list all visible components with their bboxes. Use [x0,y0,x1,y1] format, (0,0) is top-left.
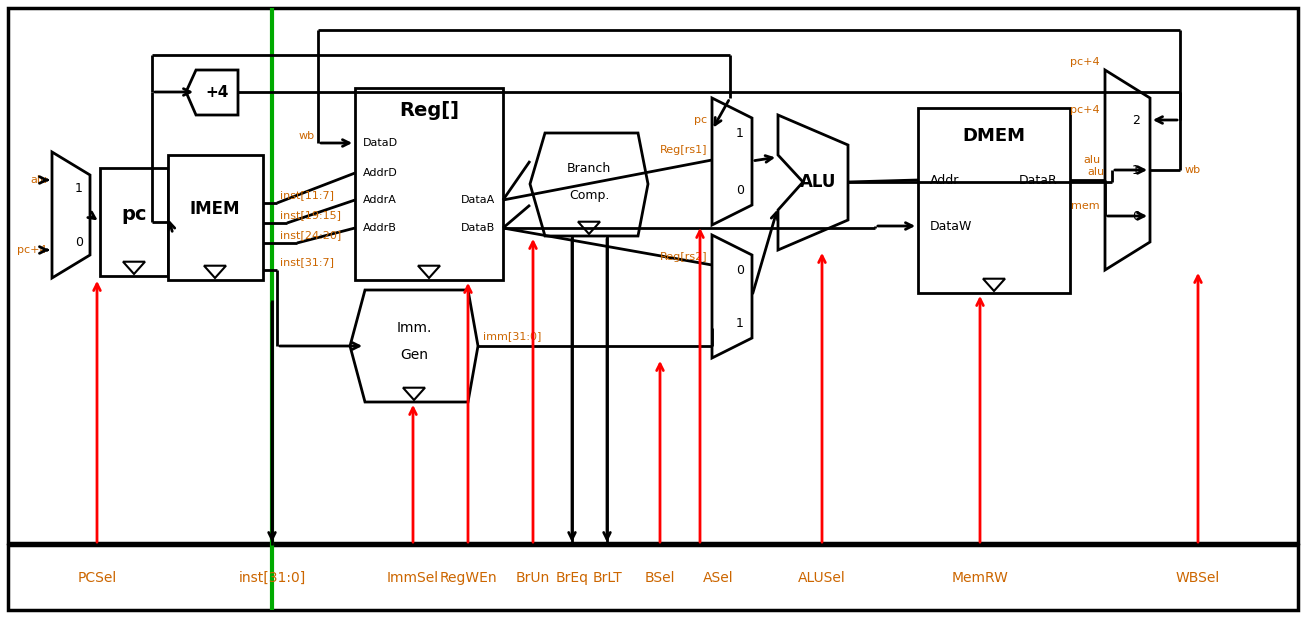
Text: Gen: Gen [401,348,428,362]
Text: imm[31:0]: imm[31:0] [483,331,542,341]
Text: pc+4: pc+4 [17,245,47,255]
Polygon shape [983,279,1005,291]
Bar [918,108,1069,293]
Text: alu: alu [1083,155,1100,165]
Text: BrLT: BrLT [592,571,622,585]
Text: RegWEn: RegWEn [440,571,497,585]
Text: AddrA: AddrA [363,195,397,205]
Text: ALUSel: ALUSel [798,571,846,585]
Text: alu: alu [30,175,47,185]
Text: inst[19:15]: inst[19:15] [280,210,342,220]
Text: 0: 0 [75,235,82,248]
Text: alu: alu [1088,167,1105,177]
Polygon shape [204,266,226,278]
Text: BSel: BSel [645,571,675,585]
Polygon shape [52,152,90,278]
Text: 1: 1 [75,181,82,194]
Text: BrEq: BrEq [555,571,589,585]
Text: 1: 1 [736,316,744,329]
Text: DataW: DataW [929,220,973,233]
Text: pc+4: pc+4 [1071,57,1100,67]
Text: BrUn: BrUn [516,571,550,585]
Text: MemRW: MemRW [952,571,1008,585]
Text: PCSel: PCSel [77,571,117,585]
Bar [99,168,168,276]
Text: Imm.: Imm. [397,321,432,335]
Text: WBSel: WBSel [1175,571,1220,585]
Text: Addr: Addr [929,173,959,186]
Text: IMEM: IMEM [190,200,241,218]
Text: ALU: ALU [800,173,836,191]
Polygon shape [186,70,238,115]
Text: 1: 1 [1132,163,1140,176]
Polygon shape [530,133,648,236]
Polygon shape [403,387,425,400]
Text: inst[24:20]: inst[24:20] [280,230,342,240]
Text: ImmSel: ImmSel [387,571,439,585]
Text: 0: 0 [736,264,744,277]
Text: +4: +4 [206,85,229,100]
Text: mem: mem [1071,201,1100,211]
Text: Reg[]: Reg[] [399,100,459,119]
Text: wb: wb [1185,165,1202,175]
Bar [8,545,1299,610]
Text: Comp.: Comp. [569,189,609,202]
Polygon shape [712,98,751,225]
Text: 0: 0 [1132,209,1140,222]
Text: AddrB: AddrB [363,223,397,233]
Text: AddrD: AddrD [363,168,398,178]
Text: DataA: DataA [461,195,495,205]
Text: inst[31:7]: inst[31:7] [280,257,334,267]
Polygon shape [350,290,478,402]
Text: DataR: DataR [1020,173,1058,186]
Text: 2: 2 [1132,113,1140,126]
Polygon shape [712,235,751,358]
Text: wb: wb [298,131,315,141]
Text: pc: pc [122,204,147,223]
Text: inst[31:0]: inst[31:0] [238,571,305,585]
Text: DataB: DataB [461,223,495,233]
Text: pc+4: pc+4 [1071,105,1100,115]
Text: 1: 1 [736,126,744,139]
Text: DMEM: DMEM [962,127,1025,145]
Text: Branch: Branch [567,162,611,175]
Polygon shape [579,222,600,234]
Bar [355,88,503,280]
Text: pc: pc [694,115,707,125]
Text: ASel: ASel [703,571,733,585]
Polygon shape [1105,70,1151,270]
Bar [168,155,263,280]
Text: inst[11:7]: inst[11:7] [280,190,334,200]
Text: Reg[rs1]: Reg[rs1] [660,145,707,155]
Text: 0: 0 [736,183,744,196]
Polygon shape [778,115,848,250]
Text: DataD: DataD [363,138,398,148]
Polygon shape [418,266,440,278]
Bar [8,8,1299,543]
Polygon shape [123,262,145,274]
Text: Reg[rs2]: Reg[rs2] [660,252,707,262]
